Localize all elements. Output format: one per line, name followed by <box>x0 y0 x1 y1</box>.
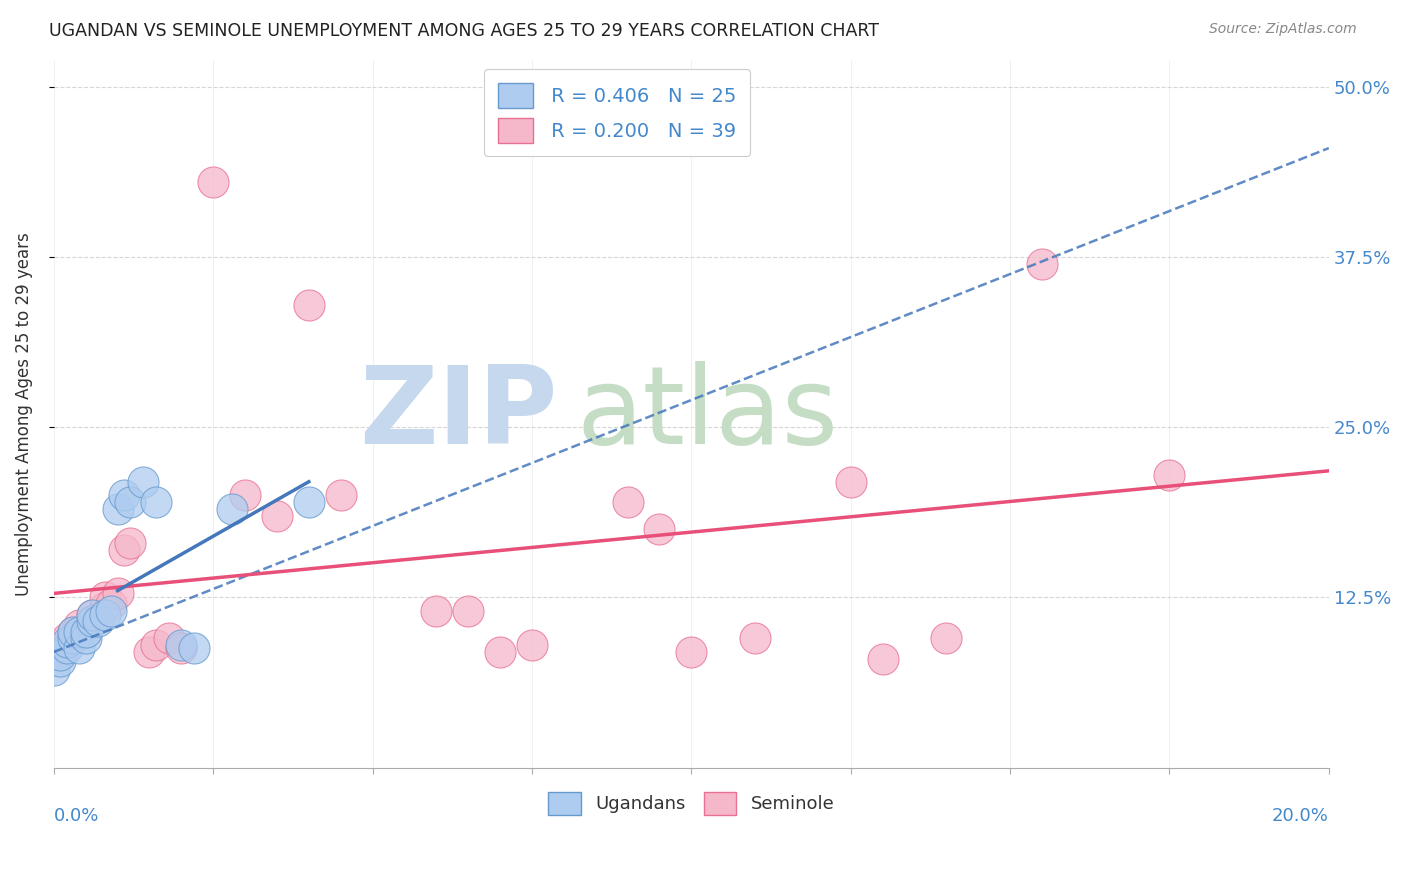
Point <box>648 522 671 536</box>
Point <box>55 632 77 646</box>
Point <box>170 640 193 655</box>
Point <box>298 298 321 312</box>
Point <box>157 632 180 646</box>
Text: Source: ZipAtlas.com: Source: ZipAtlas.com <box>1209 22 1357 37</box>
Point <box>62 624 84 639</box>
Point <box>520 638 543 652</box>
Point <box>112 488 135 502</box>
Point <box>170 638 193 652</box>
Point <box>935 632 957 646</box>
Point <box>67 617 90 632</box>
Point <box>62 624 84 639</box>
Point <box>80 608 103 623</box>
Point <box>87 614 110 628</box>
Point <box>489 645 512 659</box>
Point <box>266 508 288 523</box>
Point <box>55 638 77 652</box>
Text: 0.0%: 0.0% <box>53 806 100 824</box>
Point <box>616 495 638 509</box>
Point <box>100 604 122 618</box>
Point <box>80 614 103 628</box>
Point <box>67 627 90 641</box>
Point <box>75 624 97 639</box>
Point <box>49 648 72 662</box>
Y-axis label: Unemployment Among Ages 25 to 29 years: Unemployment Among Ages 25 to 29 years <box>15 232 32 596</box>
Point <box>87 611 110 625</box>
Text: UGANDAN VS SEMINOLE UNEMPLOYMENT AMONG AGES 25 TO 29 YEARS CORRELATION CHART: UGANDAN VS SEMINOLE UNEMPLOYMENT AMONG A… <box>49 22 879 40</box>
Point <box>75 624 97 639</box>
Point <box>94 608 117 623</box>
Point <box>120 536 142 550</box>
Point <box>94 591 117 605</box>
Point <box>49 645 72 659</box>
Point <box>55 640 77 655</box>
Text: 20.0%: 20.0% <box>1272 806 1329 824</box>
Point <box>55 635 77 649</box>
Point <box>457 604 479 618</box>
Point <box>80 608 103 623</box>
Point <box>120 495 142 509</box>
Point <box>67 640 90 655</box>
Point <box>67 624 90 639</box>
Point <box>145 638 167 652</box>
Text: ZIP: ZIP <box>359 360 557 467</box>
Point <box>202 175 225 189</box>
Point <box>112 542 135 557</box>
Point <box>872 652 894 666</box>
Point <box>138 645 160 659</box>
Point <box>94 600 117 615</box>
Point <box>1159 467 1181 482</box>
Point <box>183 640 205 655</box>
Legend: Ugandans, Seminole: Ugandans, Seminole <box>541 785 842 822</box>
Point <box>42 663 65 677</box>
Point <box>839 475 862 489</box>
Point <box>132 475 155 489</box>
Point <box>233 488 256 502</box>
Point <box>107 586 129 600</box>
Point <box>80 614 103 628</box>
Point <box>42 640 65 655</box>
Point <box>298 495 321 509</box>
Point <box>100 597 122 611</box>
Point <box>75 632 97 646</box>
Point <box>425 604 447 618</box>
Point <box>62 632 84 646</box>
Point <box>145 495 167 509</box>
Text: atlas: atlas <box>576 360 838 467</box>
Point <box>744 632 766 646</box>
Point <box>681 645 703 659</box>
Point <box>221 502 243 516</box>
Point <box>107 502 129 516</box>
Point <box>1031 257 1053 271</box>
Point <box>329 488 352 502</box>
Point <box>49 655 72 669</box>
